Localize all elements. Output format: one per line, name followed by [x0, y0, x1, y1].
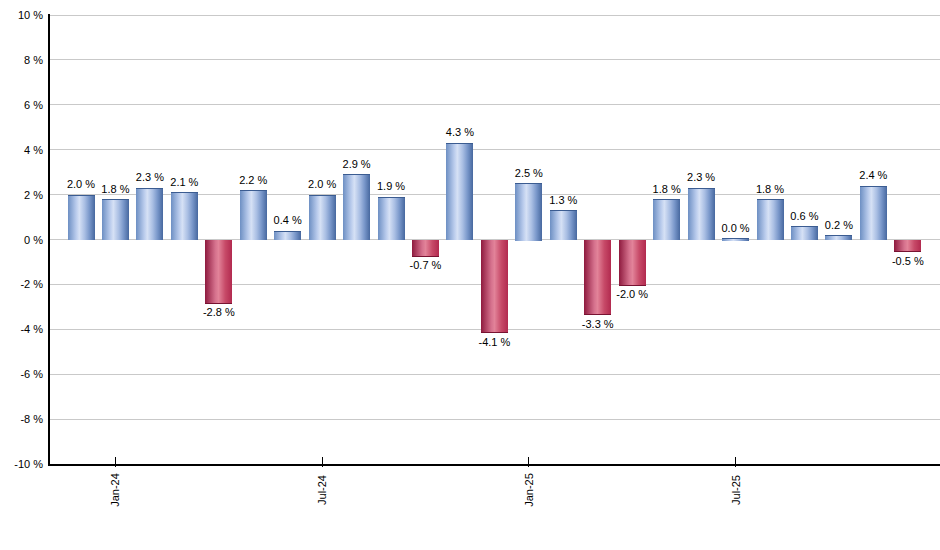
x-axis-tick-label: Jan-24: [109, 458, 121, 522]
y-axis-tick-label: 6 %: [0, 98, 43, 112]
y-axis-tick-label: 4 %: [0, 143, 43, 157]
y-axis-tick-label: 0 %: [0, 233, 43, 247]
x-axis-tick-label: Jul-24: [316, 458, 328, 522]
x-axis-line: [48, 464, 940, 466]
y-axis-line: [48, 14, 50, 466]
bar-nov-24[interactable]: [446, 143, 473, 241]
bar-jul-25[interactable]: [722, 238, 749, 241]
bar-jan-24[interactable]: [102, 199, 129, 240]
x-axis-tick-label: Jul-25: [730, 458, 742, 522]
y-axis-tick-label: 2 %: [0, 188, 43, 202]
bar-jun-24[interactable]: [274, 231, 301, 241]
bar-value-label: 1.9 %: [359, 180, 423, 193]
x-axis-tick-label: Jan-25: [523, 458, 535, 522]
bar-value-label: 2.5 %: [497, 167, 561, 180]
bar-value-label: -0.5 %: [876, 255, 940, 268]
bar-apr-24[interactable]: [205, 240, 232, 304]
bar-jan-25[interactable]: [515, 183, 542, 240]
bar-value-label: 2.2 %: [221, 174, 285, 187]
bar-mar-25[interactable]: [584, 240, 611, 315]
bar-apr-25[interactable]: [619, 240, 646, 286]
bar-value-label: 1.8 %: [738, 183, 802, 196]
bar-feb-25[interactable]: [550, 210, 577, 240]
y-axis-tick-label: -8 %: [0, 412, 43, 426]
bar-jul-24[interactable]: [309, 195, 336, 241]
bar-dec-23[interactable]: [68, 195, 95, 241]
bar-value-label: -0.7 %: [394, 259, 458, 272]
y-axis-tick-label: -6 %: [0, 367, 43, 381]
y-axis-tick-label: -10 %: [0, 457, 43, 471]
bar-value-label: 2.4 %: [841, 169, 905, 182]
gridline: [48, 374, 940, 375]
bar-value-label: 2.1 %: [152, 176, 216, 189]
y-axis-tick-label: -2 %: [0, 277, 43, 291]
bar-value-label: -2.8 %: [187, 306, 251, 319]
bar-feb-24[interactable]: [136, 188, 163, 241]
bar-mar-24[interactable]: [171, 192, 198, 240]
y-axis-tick-label: 10 %: [0, 8, 43, 22]
y-axis-tick-label: -4 %: [0, 322, 43, 336]
gridline: [48, 59, 940, 60]
bar-nov-25[interactable]: [860, 186, 887, 241]
bar-value-label: 1.3 %: [531, 194, 595, 207]
gridline: [48, 419, 940, 420]
bar-value-label: -2.0 %: [600, 288, 664, 301]
bar-sep-24[interactable]: [378, 197, 405, 241]
bar-oct-25[interactable]: [825, 235, 852, 240]
bar-value-label: -4.1 %: [462, 336, 526, 349]
y-axis-tick-label: 8 %: [0, 53, 43, 67]
gridline: [48, 149, 940, 150]
bar-dec-24[interactable]: [481, 240, 508, 333]
bar-oct-24[interactable]: [412, 240, 439, 257]
bar-value-label: 2.9 %: [325, 158, 389, 171]
gridline: [48, 104, 940, 105]
bar-value-label: -3.3 %: [566, 318, 630, 331]
bar-may-25[interactable]: [653, 199, 680, 240]
gridline: [48, 15, 940, 16]
bar-chart: 10 % 8 % 6 % 4 % 2 % 0 % -2 % -4 % -6 % -8 % -10 %…: [0, 0, 940, 550]
bar-value-label: 4.3 %: [428, 126, 492, 139]
bar-value-label: 2.3 %: [669, 171, 733, 184]
bar-dec-25[interactable]: [894, 240, 921, 252]
